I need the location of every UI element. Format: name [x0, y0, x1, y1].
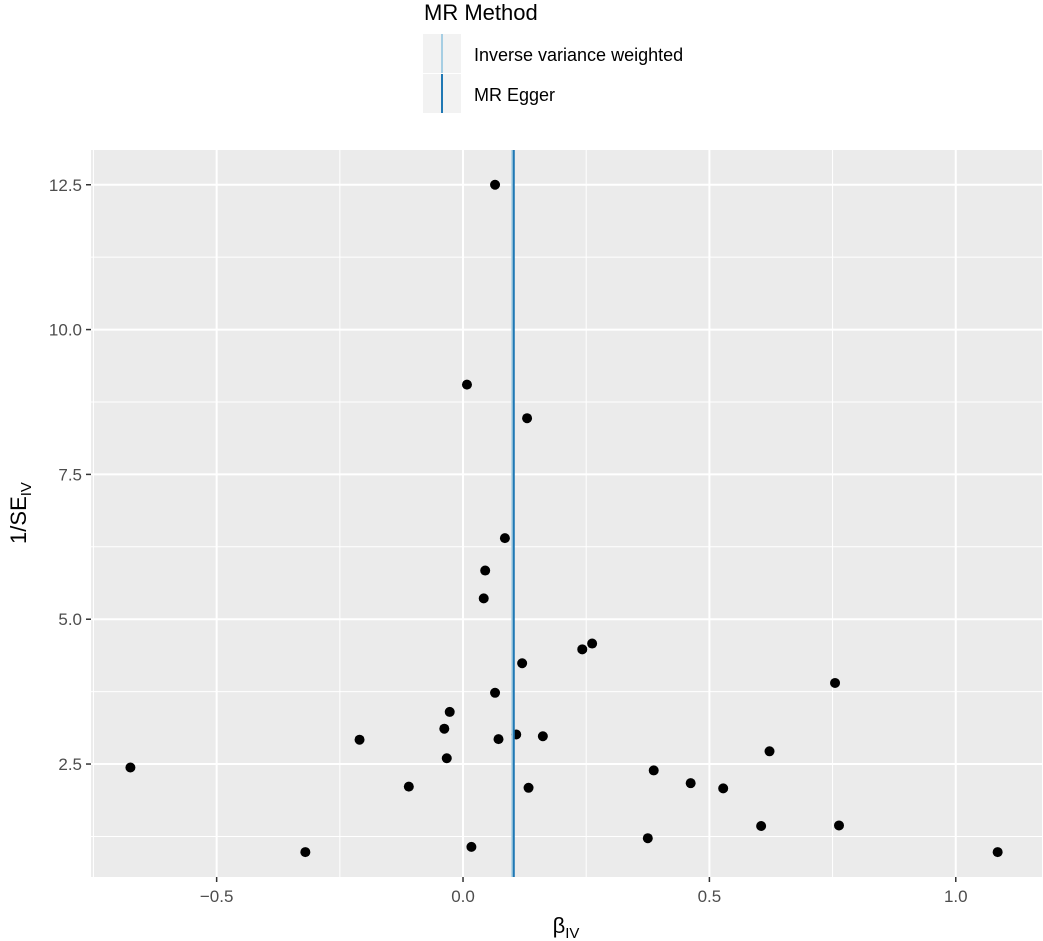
data-point: [587, 638, 598, 649]
method-lines: [511, 150, 515, 877]
data-point: [577, 644, 588, 655]
data-point: [441, 753, 452, 764]
data-point: [499, 533, 510, 544]
x-tick-label: −0.5: [200, 887, 234, 906]
data-point: [300, 847, 311, 858]
data-point: [992, 847, 1003, 858]
data-point: [718, 783, 729, 794]
data-point: [354, 734, 365, 745]
data-point: [444, 706, 455, 717]
data-point: [756, 821, 767, 832]
x-axis-ticks: −0.5 0.0 0.5 1.0: [200, 877, 968, 906]
legend-title: MR Method: [424, 0, 538, 25]
data-point: [125, 762, 136, 773]
x-tick-label: 0.0: [451, 887, 475, 906]
data-point: [466, 841, 477, 852]
data-point: [522, 413, 533, 424]
data-point: [490, 687, 501, 698]
legend-label-egger: MR Egger: [474, 85, 555, 105]
data-point: [461, 379, 472, 390]
data-point: [403, 781, 414, 792]
y-tick-label: 5.0: [58, 610, 82, 629]
legend: MR Method Inverse variance weighted MR E…: [423, 0, 683, 113]
data-point: [648, 765, 659, 776]
data-point: [685, 778, 696, 789]
data-point: [439, 723, 450, 734]
y-axis-ticks: 2.5 5.0 7.5 10.0 12.5: [49, 176, 91, 774]
data-point: [764, 746, 775, 757]
data-point: [517, 658, 528, 669]
y-tick-label: 2.5: [58, 755, 82, 774]
plot-panel: [91, 150, 1042, 877]
data-point: [490, 179, 501, 190]
x-tick-label: 0.5: [698, 887, 722, 906]
legend-label-ivw: Inverse variance weighted: [474, 45, 683, 65]
data-point: [493, 734, 504, 745]
major-gridlines: [91, 150, 1042, 877]
data-point: [537, 731, 548, 742]
data-point: [642, 833, 653, 844]
data-point: [523, 782, 534, 793]
y-axis-title: 1/SEIV: [6, 482, 35, 544]
x-tick-label: 1.0: [944, 887, 968, 906]
y-tick-label: 12.5: [49, 176, 82, 195]
data-point: [833, 820, 844, 831]
data-point: [478, 593, 489, 604]
x-axis-title: βIV: [553, 913, 580, 941]
data-points: [125, 179, 1003, 858]
minor-gridlines: [91, 150, 1042, 877]
y-tick-label: 10.0: [49, 321, 82, 340]
data-point: [830, 677, 841, 688]
data-point: [480, 565, 491, 576]
y-tick-label: 7.5: [58, 465, 82, 484]
